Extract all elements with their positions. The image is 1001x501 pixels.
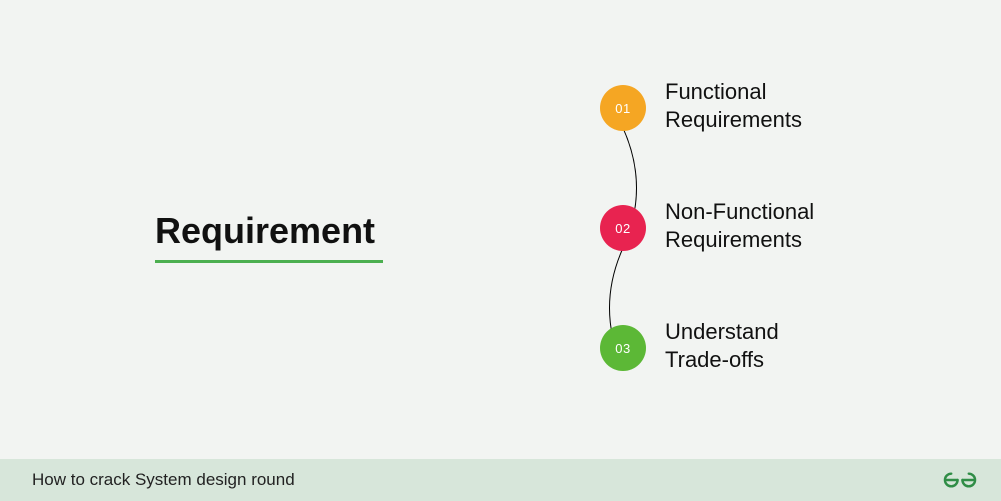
node-number-03: 03	[615, 341, 630, 356]
node-circle-01: 01	[600, 85, 646, 131]
node-label-01: FunctionalRequirements	[665, 78, 802, 133]
geeksforgeeks-logo-icon	[943, 469, 977, 491]
node-number-02: 02	[615, 221, 630, 236]
node-label-03: UnderstandTrade-offs	[665, 318, 779, 373]
infographic-canvas: Requirement 01 FunctionalRequirements 02…	[0, 0, 1001, 501]
node-label-02: Non-FunctionalRequirements	[665, 198, 814, 253]
node-number-01: 01	[615, 101, 630, 116]
footer-bar: How to crack System design round	[0, 459, 1001, 501]
title-underline	[155, 260, 383, 263]
node-circle-03: 03	[600, 325, 646, 371]
node-circle-02: 02	[600, 205, 646, 251]
page-title: Requirement	[155, 210, 375, 252]
footer-text: How to crack System design round	[32, 470, 295, 490]
main-area: Requirement 01 FunctionalRequirements 02…	[0, 0, 1001, 459]
